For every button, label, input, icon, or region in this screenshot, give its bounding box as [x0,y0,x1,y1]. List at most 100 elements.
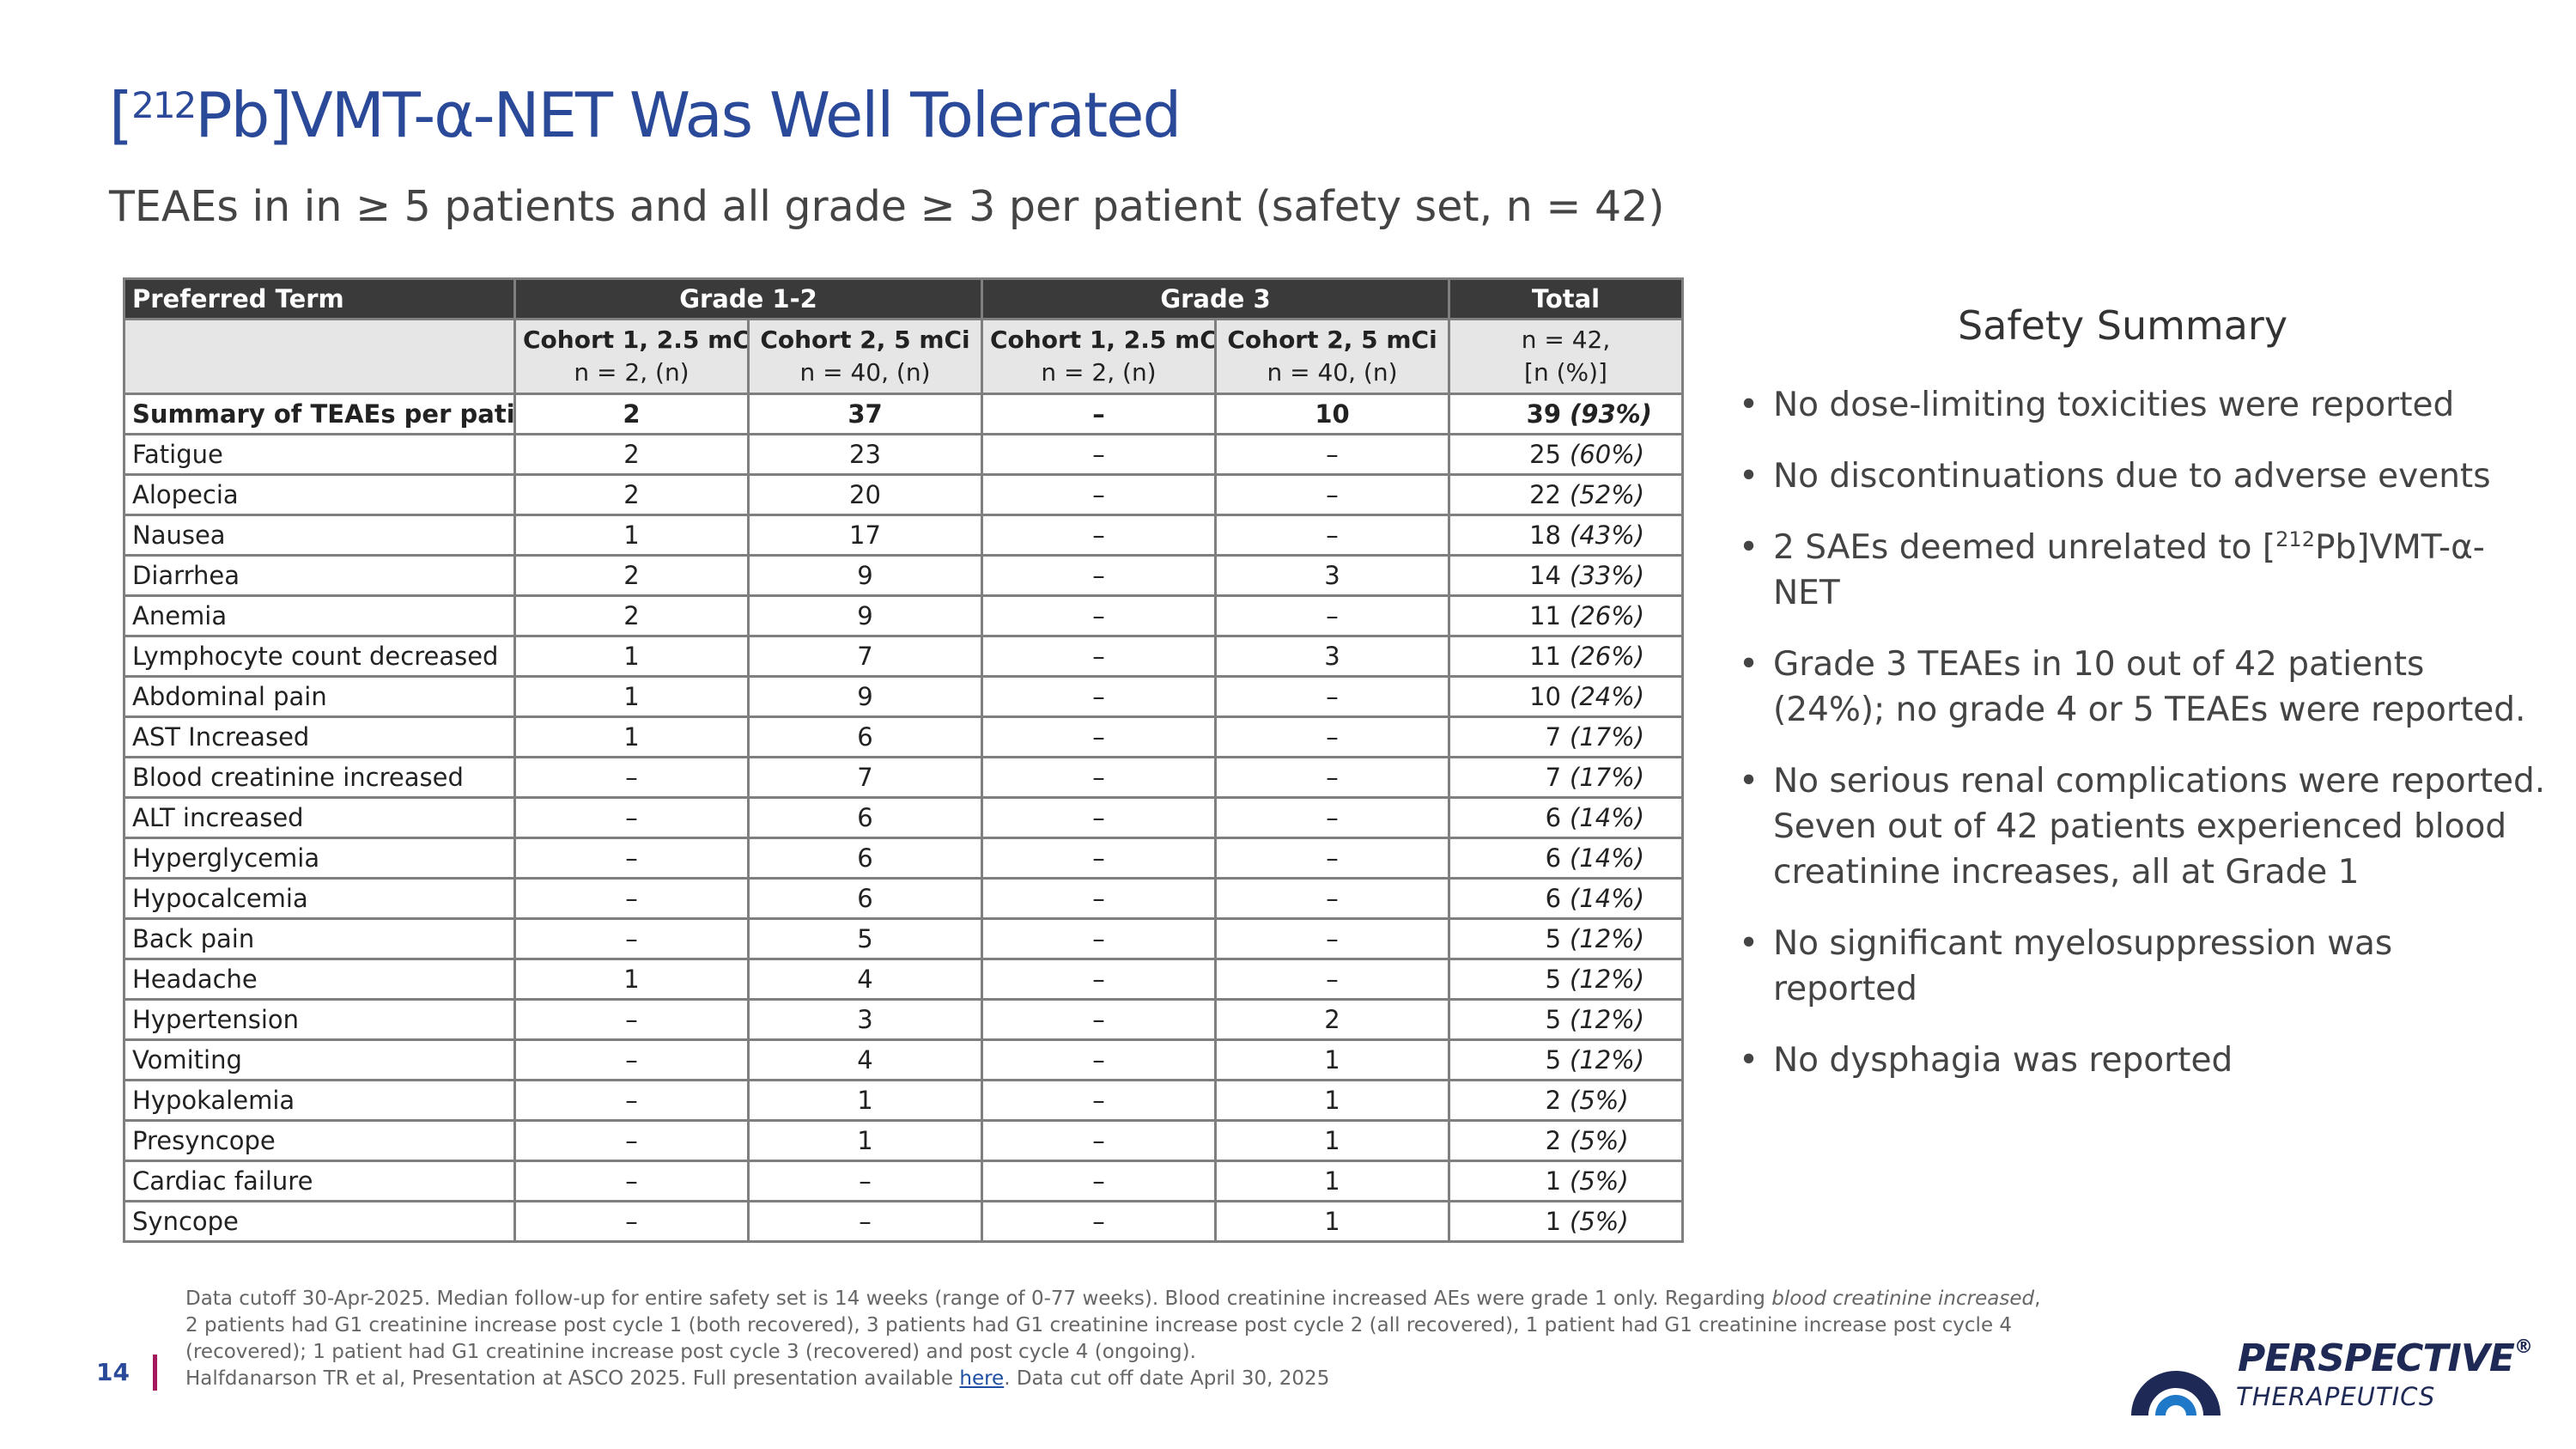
table-row: Nausea 1 17– –18 (43%) [123,514,1685,557]
total-percent: (14%) [1570,843,1645,873]
cell-total: 10 (24%) [1448,675,1685,718]
cell-g3-cohort-2: – [1213,433,1451,476]
total-percent: (60%) [1570,439,1645,469]
cell-total: 14 (33%) [1448,554,1685,597]
cell-g12-cohort-1: 1 [513,715,750,758]
cell-g12-cohort-1: 2 [513,554,750,597]
cell-g3-cohort-1: – [981,958,1217,1001]
cell-total: 7 (17%) [1448,756,1685,799]
total-count: 5 [1545,964,1562,994]
cell-g3-cohort-2: – [1213,715,1451,758]
table-row: Presyncope –1–1 2 (5%) [123,1119,1685,1162]
table-row: Abdominal pain 1 9– –10 (24%) [123,675,1685,718]
perspective-logo-icon [2131,1371,2221,1416]
total-percent: (12%) [1570,964,1645,994]
header-blank-cell [123,318,516,395]
cell-g3-cohort-1: – [981,756,1217,799]
cell-g12-cohort-2: 1 [747,1079,983,1122]
page-number: 14 [96,1358,130,1386]
cell-g12-cohort-1: – [513,1160,750,1202]
total-count: 25 [1529,439,1562,469]
header-g12-cohort-2: Cohort 2, 5 mCi n = 40, (n) [747,318,983,395]
total-count: 22 [1529,479,1562,509]
cell-g12-cohort-2: 4 [747,958,983,1001]
cell-preferred-term: Syncope [123,1200,516,1243]
cell-g12-cohort-2: 7 [747,756,983,799]
cell-g12-cohort-2: 23 [747,433,983,476]
cell-g12-cohort-2: 6 [747,796,983,839]
cell-g3-cohort-1: – [981,796,1217,839]
cell-g12-cohort-2: 3 [747,998,983,1041]
cell-g3-cohort-1: – [981,675,1217,718]
header-total: Total [1448,277,1685,320]
cell-g3-cohort-2: 2 [1213,998,1451,1041]
total-percent: (26%) [1570,641,1645,671]
total-count: 39 [1526,399,1562,429]
cell-g12-cohort-2: 17 [747,514,983,557]
header-grade-3: Grade 3 [980,277,1451,320]
cell-g12-cohort-1: 1 [513,514,750,557]
teae-table: Preferred Term Grade 1-2 Grade 3 Total C… [123,277,1685,1243]
summary-bullet: • No significant myelosuppression was rep… [1739,921,2546,1012]
presentation-link[interactable]: here [959,1367,1005,1391]
cell-g3-cohort-1: – [981,1119,1217,1162]
header-preferred-term: Preferred Term [123,277,516,320]
cell-total: 1 (5%) [1448,1160,1685,1202]
cell-g12-cohort-1: 2 [513,594,750,637]
safety-summary-list: • No dose-limiting toxicities were report… [1739,382,2546,1109]
cell-g12-cohort-2: 7 [747,635,983,678]
cell-preferred-term: Blood creatinine increased [123,756,516,799]
cell-g3-cohort-1: – [981,554,1217,597]
cell-g3-cohort-1: – [981,514,1217,557]
table-row: Hypocalcemia –6– –6 (14%) [123,877,1685,920]
table-row: Alopecia 2 20– –22 (52%) [123,473,1685,516]
cell-g12-cohort-2: 20 [747,473,983,516]
total-percent: (14%) [1570,802,1645,832]
total-percent: (5%) [1570,1085,1629,1115]
total-percent: (52%) [1570,479,1645,509]
table-row: Diarrhea 2 9–3 14 (33%) [123,554,1685,597]
cell-g12-cohort-1: – [513,1038,750,1081]
summary-bullet: • No dose-limiting toxicities were report… [1739,382,2546,428]
bullet-dot-icon: • [1739,528,1759,568]
cell-g12-cohort-2: 6 [747,837,983,880]
header-g3-cohort-2: Cohort 2, 5 mCi n = 40, (n) [1213,318,1451,395]
total-percent: (5%) [1570,1125,1629,1155]
cell-preferred-term: Back pain [123,917,516,960]
summary-bullet: • No serious renal complications were rep… [1739,758,2546,895]
total-count: 7 [1545,721,1562,752]
total-percent: (26%) [1570,600,1645,630]
total-count: 6 [1545,843,1562,873]
total-percent: (12%) [1570,1044,1645,1075]
cell-total: 18 (43%) [1448,514,1685,557]
table-row: Hyperglycemia –6– –6 (14%) [123,837,1685,880]
cell-preferred-term: Summary of TEAEs per patient [123,393,516,435]
cell-preferred-term: Hypertension [123,998,516,1041]
table-row: Vomiting –4–1 5 (12%) [123,1038,1685,1081]
table-row: Hypertension –3–2 5 (12%) [123,998,1685,1041]
cell-total: 6 (14%) [1448,796,1685,839]
table-header-row-1: Preferred Term Grade 1-2 Grade 3 Total [123,277,1685,320]
total-count: 2 [1545,1085,1562,1115]
summary-bullet: • No discontinuations due to adverse even… [1739,454,2546,499]
table-row: Fatigue 2 23– –25 (60%) [123,433,1685,476]
table-row: Anemia 2 9– –11 (26%) [123,594,1685,637]
bullet-dot-icon: • [1739,645,1759,685]
cell-g3-cohort-1: – [981,715,1217,758]
cell-total: 6 (14%) [1448,837,1685,880]
cell-preferred-term: ALT increased [123,796,516,839]
cell-g3-cohort-2: 1 [1213,1200,1451,1243]
logo-subtitle: THERAPEUTICS [2236,1382,2436,1411]
cell-g3-cohort-1: – [981,1038,1217,1081]
cell-g3-cohort-1: – [981,837,1217,880]
header-g12-cohort-1: Cohort 1, 2.5 mCi n = 2, (n) [513,318,750,395]
table-row: Hypokalemia –1–1 2 (5%) [123,1079,1685,1122]
cell-g3-cohort-2: 3 [1213,635,1451,678]
cell-g3-cohort-2: – [1213,917,1451,960]
cell-total: 5 (12%) [1448,1038,1685,1081]
footnote: Data cutoff 30-Apr-2025. Median follow-u… [185,1288,2041,1391]
cell-g12-cohort-2: 4 [747,1038,983,1081]
safety-summary-title: Safety Summary [1958,302,2288,349]
cell-g3-cohort-2: – [1213,756,1451,799]
total-count: 18 [1529,520,1562,550]
